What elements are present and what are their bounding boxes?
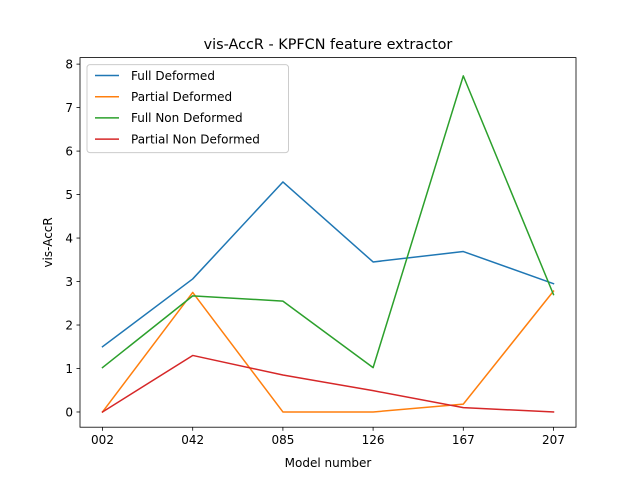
- chart-title: vis-AccR - KPFCN feature extractor: [204, 37, 453, 53]
- x-tick-label: 085: [271, 433, 294, 447]
- legend-label: Partial Non Deformed: [131, 132, 260, 146]
- legend-label: Full Non Deformed: [131, 111, 243, 125]
- legend: Full Deformed Partial Deformed Full Non De…: [86, 64, 289, 154]
- legend-label: Full Deformed: [131, 69, 215, 83]
- y-tick-label: 4: [65, 231, 73, 245]
- x-axis-label: Model number: [285, 456, 372, 470]
- x-tick-label: 126: [362, 433, 385, 447]
- y-tick-label: 7: [65, 101, 73, 115]
- x-tick-label: 002: [91, 433, 114, 447]
- y-tick-label: 6: [65, 144, 73, 158]
- y-axis-label: vis-AccR: [41, 217, 55, 267]
- series-lines: [101, 75, 555, 414]
- x-tick-label: 167: [452, 433, 475, 447]
- y-axis-ticks: 0 1 2 3 4 5 6 7 8: [65, 57, 80, 419]
- series-line-2: [101, 290, 555, 414]
- x-axis-ticks: 002 042 085 126 167 207: [91, 427, 565, 447]
- y-tick-label: 0: [65, 405, 73, 419]
- x-tick-label: 207: [542, 433, 565, 447]
- x-tick-label: 042: [181, 433, 204, 447]
- series-line-1: [101, 181, 555, 348]
- legend-label: Partial Deformed: [131, 90, 232, 104]
- legend-box: [86, 64, 289, 154]
- y-tick-label: 5: [65, 188, 73, 202]
- y-tick-label: 8: [65, 57, 73, 71]
- series-line-4: [101, 354, 555, 414]
- y-tick-label: 2: [65, 318, 73, 332]
- y-tick-label: 1: [65, 362, 73, 376]
- y-tick-label: 3: [65, 275, 73, 289]
- plot-frame: [79, 57, 577, 428]
- series-line-3: [101, 75, 555, 369]
